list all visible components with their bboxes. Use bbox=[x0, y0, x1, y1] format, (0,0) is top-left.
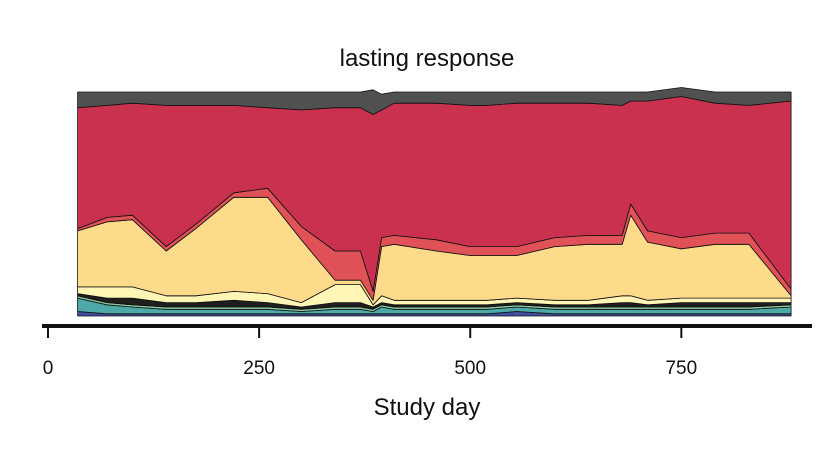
x-tick-label: 750 bbox=[665, 358, 697, 379]
x-tick-label: 500 bbox=[454, 358, 486, 379]
x-axis-ticks: 0 250 500 750 bbox=[43, 326, 697, 379]
x-axis-title: Study day bbox=[374, 394, 481, 421]
x-tick-label: 250 bbox=[243, 358, 275, 379]
area-series-9 bbox=[77, 87, 792, 115]
plot-area bbox=[77, 87, 792, 317]
chart-title: lasting response bbox=[340, 45, 515, 72]
x-tick-label: 0 bbox=[43, 358, 54, 379]
